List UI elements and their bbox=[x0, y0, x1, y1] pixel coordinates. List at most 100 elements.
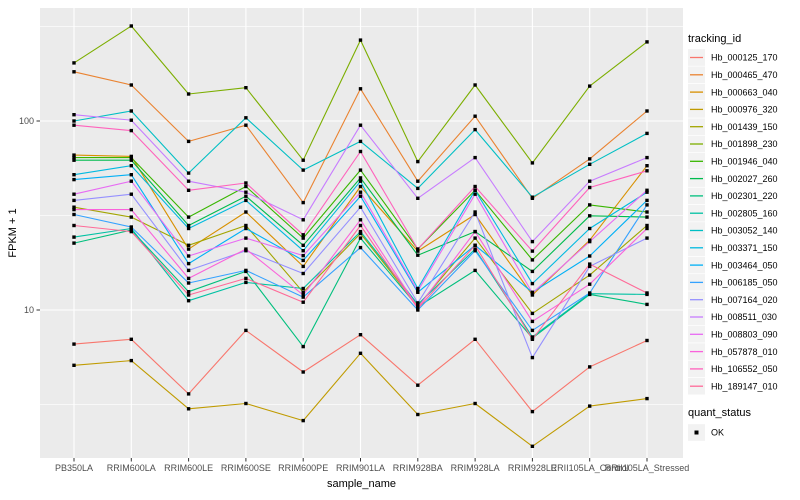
data-point-marker bbox=[244, 210, 248, 214]
data-point-marker bbox=[473, 212, 477, 217]
data-point-marker bbox=[301, 418, 305, 423]
legend-label: Hb_000125_170 bbox=[711, 53, 778, 63]
legend-label: Hb_189147_010 bbox=[711, 381, 778, 391]
data-point-marker bbox=[129, 179, 133, 183]
data-point-marker bbox=[645, 109, 649, 113]
data-point-marker bbox=[244, 401, 248, 406]
data-point-marker bbox=[473, 210, 477, 214]
legend-label: Hb_000465_470 bbox=[711, 70, 778, 80]
x-tick-label: RRIM600PE bbox=[278, 463, 328, 473]
data-point-marker bbox=[416, 253, 420, 257]
data-point-marker bbox=[530, 328, 535, 333]
data-point-marker bbox=[186, 243, 191, 247]
data-point-marker bbox=[416, 301, 420, 305]
data-point-marker bbox=[358, 231, 363, 236]
data-point-marker bbox=[530, 269, 535, 274]
y-tick-label: 100 bbox=[19, 116, 34, 126]
x-tick-label: RRIM928LA bbox=[451, 463, 500, 473]
data-point-marker bbox=[473, 337, 477, 341]
data-point-marker bbox=[72, 113, 76, 117]
data-point-marker bbox=[186, 276, 191, 281]
data-point-marker bbox=[473, 268, 477, 273]
data-point-marker bbox=[473, 243, 477, 247]
legend-item-Hb_000465_470: Hb_000465_470 bbox=[688, 66, 778, 84]
data-point-marker bbox=[645, 155, 649, 160]
data-point-marker bbox=[244, 198, 248, 203]
data-point-marker bbox=[588, 84, 592, 88]
data-point-marker bbox=[129, 128, 133, 133]
data-point-marker bbox=[358, 176, 363, 180]
data-point-marker bbox=[301, 290, 305, 294]
data-point-marker bbox=[301, 200, 305, 205]
data-point-marker bbox=[358, 190, 363, 194]
data-point-marker bbox=[358, 149, 363, 154]
legend-label: Hb_001946_040 bbox=[711, 157, 778, 167]
data-point-marker bbox=[244, 280, 248, 285]
data-point-marker bbox=[186, 179, 191, 183]
data-point-marker bbox=[186, 268, 191, 273]
data-point-marker bbox=[588, 365, 592, 369]
data-point-marker bbox=[645, 190, 649, 194]
x-axis-title: sample_name bbox=[327, 478, 396, 490]
x-tick-label: RRII105LA_Control bbox=[551, 463, 629, 473]
y-axis-title: FPKM + 1 bbox=[7, 208, 19, 257]
x-tick-label: RRII105LA_Stressed bbox=[605, 463, 690, 473]
data-point-marker bbox=[588, 404, 592, 408]
data-point-marker bbox=[244, 247, 248, 251]
data-point-marker bbox=[358, 333, 363, 337]
x-tick-label: PB350LA bbox=[55, 463, 93, 473]
data-point-marker bbox=[645, 396, 649, 401]
legend-label: Hb_000976_320 bbox=[711, 105, 778, 115]
legend-item-Hb_008803_090: Hb_008803_090 bbox=[688, 326, 778, 343]
data-point-marker bbox=[129, 158, 133, 162]
data-point-marker bbox=[186, 392, 191, 396]
legend-title-quant-status: quant_status bbox=[688, 407, 751, 419]
legend-item-Hb_000976_320: Hb_000976_320 bbox=[688, 101, 778, 118]
data-point-marker bbox=[473, 249, 477, 253]
data-point-marker bbox=[416, 306, 420, 311]
data-point-marker bbox=[358, 168, 363, 172]
data-point-marker bbox=[645, 215, 649, 219]
legend-item-Hb_008511_030: Hb_008511_030 bbox=[688, 308, 777, 326]
data-point-marker bbox=[301, 370, 305, 374]
data-point-marker bbox=[530, 258, 535, 262]
data-point-marker bbox=[186, 299, 191, 303]
data-point-marker bbox=[129, 229, 133, 234]
data-point-marker bbox=[358, 245, 363, 250]
data-point-marker bbox=[72, 61, 76, 65]
data-point-marker bbox=[186, 247, 191, 251]
data-point-marker bbox=[358, 205, 363, 209]
data-point-marker bbox=[72, 153, 76, 157]
data-point-marker bbox=[588, 203, 592, 207]
data-point-marker bbox=[244, 276, 248, 281]
data-point-marker bbox=[186, 261, 191, 266]
data-point-marker bbox=[301, 218, 305, 222]
legend-item-Hb_057878_010: Hb_057878_010 bbox=[688, 343, 778, 360]
data-point-marker bbox=[129, 109, 133, 113]
legend-item-Hb_003052_140: Hb_003052_140 bbox=[688, 222, 778, 239]
x-tick-label: RRIM901LA bbox=[336, 463, 385, 473]
data-point-marker bbox=[416, 179, 420, 183]
data-point-marker bbox=[129, 207, 133, 212]
legend-key-square-marker bbox=[694, 430, 699, 435]
data-point-marker bbox=[530, 291, 535, 295]
data-point-marker bbox=[358, 218, 363, 222]
legend-item-Hb_002027_260: Hb_002027_260 bbox=[688, 170, 778, 187]
data-point-marker bbox=[645, 169, 649, 173]
data-point-marker bbox=[301, 344, 305, 349]
data-point-marker bbox=[588, 291, 592, 295]
data-point-marker bbox=[416, 159, 420, 164]
data-point-marker bbox=[244, 181, 248, 185]
data-point-marker bbox=[473, 188, 477, 192]
legend-item-Hb_002805_160: Hb_002805_160 bbox=[688, 204, 778, 222]
data-point-marker bbox=[186, 293, 191, 297]
data-point-marker bbox=[358, 194, 363, 198]
data-point-marker bbox=[416, 186, 420, 191]
legend-label: Hb_002027_260 bbox=[711, 174, 778, 184]
legend-item-Hb_001898_230: Hb_001898_230 bbox=[688, 135, 778, 153]
data-point-marker bbox=[186, 407, 191, 411]
data-point-marker bbox=[588, 282, 592, 286]
data-point-marker bbox=[129, 215, 133, 219]
data-point-marker bbox=[588, 162, 592, 166]
